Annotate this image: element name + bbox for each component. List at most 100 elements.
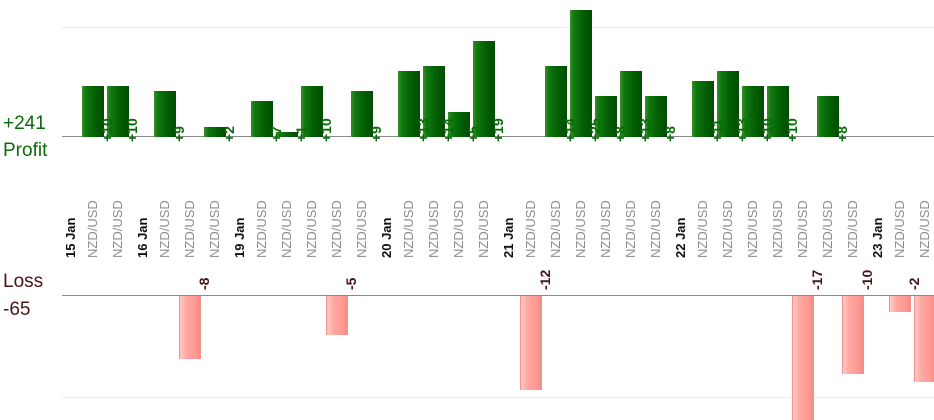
profit-bar[interactable]: [742, 86, 764, 137]
loss-value-label: -5: [343, 277, 359, 290]
profit-bar[interactable]: [473, 41, 495, 137]
profit-value-label: +10: [318, 118, 334, 142]
symbol-label: NZD/USD: [573, 200, 588, 258]
symbol-label: NZD/USD: [892, 200, 907, 258]
date-label: 15 Jan: [63, 217, 78, 258]
profit-bar[interactable]: [398, 71, 420, 137]
symbol-label: NZD/USD: [623, 200, 638, 258]
loss-value-label: -17: [809, 269, 825, 290]
profit-axis-label: Profit: [3, 140, 48, 161]
profit-value-label: +2: [221, 126, 237, 142]
profit-bar[interactable]: [570, 10, 592, 137]
profit-bar[interactable]: [351, 91, 373, 137]
symbol-label: NZD/USD: [329, 200, 344, 258]
profit-bar[interactable]: [204, 127, 226, 137]
loss-bar[interactable]: [326, 296, 348, 335]
profit-value-label: +19: [490, 118, 506, 142]
symbol-label: NZD/USD: [820, 200, 835, 258]
loss-bar[interactable]: [889, 296, 911, 312]
profit-bar[interactable]: [645, 96, 667, 137]
loss-value-label: -10: [859, 269, 875, 290]
symbol-label: NZD/USD: [548, 200, 563, 258]
symbol-label: NZD/USD: [254, 200, 269, 258]
symbol-label: NZD/USD: [770, 200, 785, 258]
date-label: 19 Jan: [232, 217, 247, 258]
profit-bar[interactable]: [276, 132, 298, 137]
symbol-label: NZD/USD: [182, 200, 197, 258]
profit-plot-area: [62, 0, 934, 137]
loss-gridline-lower: [62, 397, 934, 398]
profit-bar[interactable]: [692, 81, 714, 137]
loss-bar[interactable]: [520, 296, 542, 390]
date-label: 16 Jan: [135, 217, 150, 258]
profit-value-label: +5: [465, 126, 481, 142]
profit-bar[interactable]: [423, 66, 445, 137]
loss-baseline: [62, 295, 934, 296]
date-label: 23 Jan: [870, 217, 885, 258]
symbol-label: NZD/USD: [598, 200, 613, 258]
symbol-label: NZD/USD: [401, 200, 416, 258]
date-label: 21 Jan: [501, 217, 516, 258]
profit-value-label: +10: [99, 118, 115, 142]
symbol-label: NZD/USD: [795, 200, 810, 258]
profit-value-label: +13: [415, 118, 431, 142]
symbol-label: NZD/USD: [451, 200, 466, 258]
symbol-label: NZD/USD: [720, 200, 735, 258]
profit-bar[interactable]: [545, 66, 567, 137]
loss-bar[interactable]: [842, 296, 864, 374]
symbol-label: NZD/USD: [523, 200, 538, 258]
profit-baseline: [62, 136, 934, 137]
profit-value-label: +8: [662, 126, 678, 142]
profit-value-label: +13: [734, 118, 750, 142]
loss-value-label: -2: [906, 277, 922, 290]
profit-value-label: +14: [562, 118, 578, 142]
profit-bar[interactable]: [620, 71, 642, 137]
profit-value-label: +10: [784, 118, 800, 142]
symbol-label: NZD/USD: [354, 200, 369, 258]
symbol-label: NZD/USD: [476, 200, 491, 258]
category-axis: 15 Jan NZD/USD NZD/USD 16 Jan NZD/USD NZD/USD…: [62, 170, 934, 260]
profit-bar[interactable]: [448, 112, 470, 137]
profit-bar[interactable]: [154, 91, 176, 137]
date-label: 22 Jan: [673, 217, 688, 258]
profit-gridline-upper: [62, 27, 934, 28]
symbol-label: NZD/USD: [917, 200, 932, 258]
loss-bar[interactable]: [914, 296, 934, 382]
profit-bar[interactable]: [107, 86, 129, 137]
profit-value-label: +9: [368, 126, 384, 142]
symbol-label: NZD/USD: [745, 200, 760, 258]
symbol-label: NZD/USD: [426, 200, 441, 258]
profit-value-label: +9: [171, 126, 187, 142]
loss-axis-label: Loss: [3, 271, 44, 292]
profit-bar[interactable]: [717, 71, 739, 137]
loss-plot-area: [62, 296, 934, 420]
profit-bar[interactable]: [595, 96, 617, 137]
symbol-label: NZD/USD: [845, 200, 860, 258]
profit-bar[interactable]: [82, 86, 104, 137]
symbol-label: NZD/USD: [648, 200, 663, 258]
profit-total-label: +241: [3, 113, 46, 134]
symbol-label: NZD/USD: [304, 200, 319, 258]
loss-value-label: -8: [196, 277, 212, 290]
symbol-label: NZD/USD: [279, 200, 294, 258]
profit-bar[interactable]: [817, 96, 839, 137]
profit-value-label: +13: [637, 118, 653, 142]
profit-bar[interactable]: [767, 86, 789, 137]
loss-value-label: -12: [537, 269, 553, 290]
symbol-label: NZD/USD: [695, 200, 710, 258]
loss-bar[interactable]: [179, 296, 201, 359]
profit-value-label: +7: [268, 126, 284, 142]
profit-value-label: +14: [440, 118, 456, 142]
profit-value-label: +1: [293, 126, 309, 142]
profit-bar[interactable]: [251, 101, 273, 137]
profit-value-label: +11: [709, 119, 725, 142]
loss-bar[interactable]: [792, 296, 814, 420]
loss-total-label: -65: [3, 299, 31, 320]
date-label: 20 Jan: [379, 217, 394, 258]
symbol-label: NZD/USD: [207, 200, 222, 258]
profit-bar[interactable]: [301, 86, 323, 137]
symbol-label: NZD/USD: [85, 200, 100, 258]
profit-value-label: +25: [587, 118, 603, 142]
profit-value-label: +10: [759, 118, 775, 142]
